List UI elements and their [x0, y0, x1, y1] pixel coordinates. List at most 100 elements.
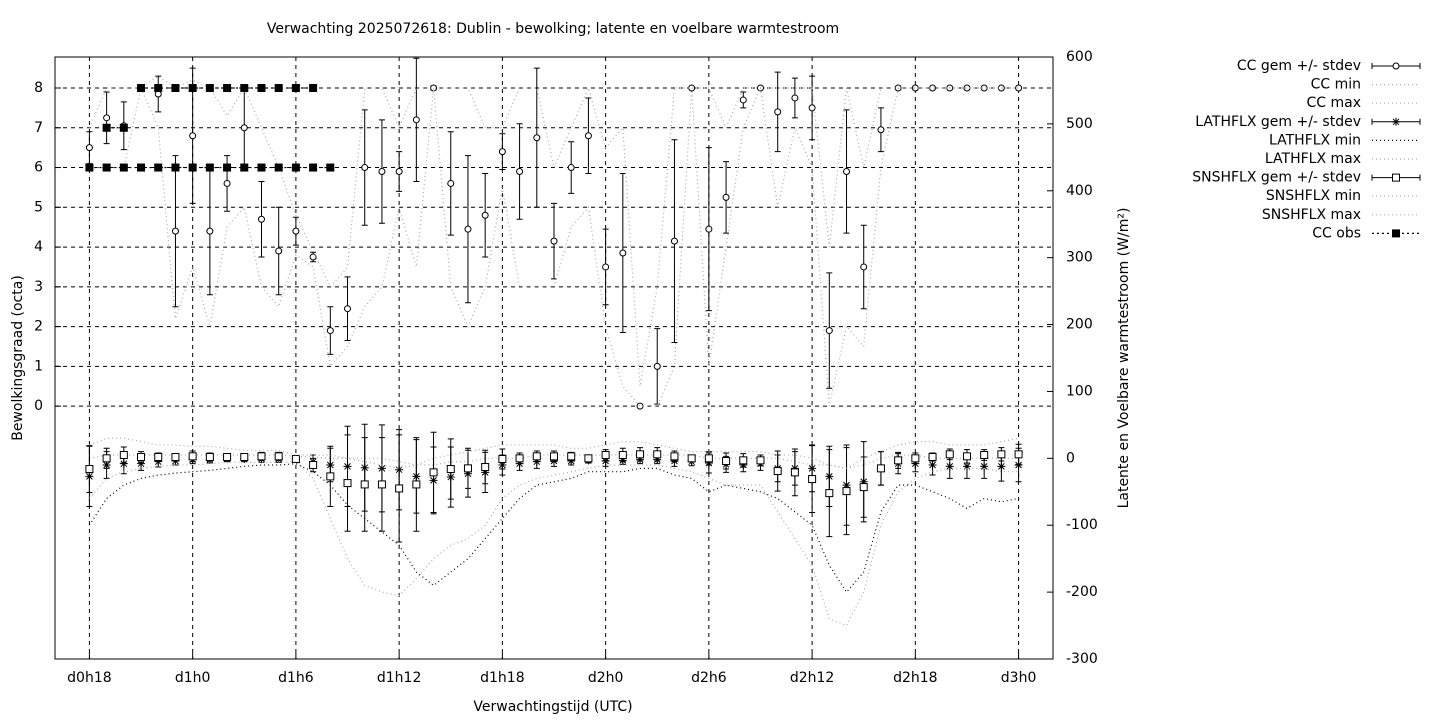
point	[344, 305, 352, 313]
point	[704, 454, 713, 463]
point	[498, 148, 506, 156]
point	[102, 123, 111, 132]
point	[670, 452, 679, 461]
legend-label: CC min	[1311, 77, 1361, 93]
point	[928, 461, 937, 470]
point	[171, 163, 180, 172]
point	[206, 227, 214, 235]
legend-label: LATHFLX min	[1269, 132, 1361, 148]
point	[791, 94, 799, 102]
point	[705, 225, 713, 233]
point	[843, 168, 851, 176]
point	[670, 237, 678, 245]
point	[189, 132, 197, 140]
y2-tick-label: -100	[1066, 517, 1098, 533]
point	[154, 452, 163, 461]
point	[309, 84, 318, 93]
point	[309, 461, 318, 470]
legend-label: LATHFLX max	[1265, 151, 1361, 167]
point	[997, 462, 1006, 471]
point	[291, 455, 300, 464]
point	[257, 215, 265, 223]
point	[85, 163, 94, 172]
point	[790, 468, 799, 477]
point	[859, 483, 868, 492]
y-tick-label: 3	[34, 279, 43, 295]
point	[653, 362, 661, 370]
point	[602, 263, 610, 271]
legend-label: SNSHFLX min	[1266, 188, 1361, 204]
x-tick-label: d2h6	[691, 670, 727, 686]
x-tick-label: d2h0	[588, 670, 624, 686]
point	[808, 475, 817, 484]
legend-label: SNSHFLX gem +/- stdev	[1192, 170, 1361, 186]
point	[223, 179, 231, 187]
point	[464, 225, 472, 233]
point	[343, 479, 352, 488]
point	[584, 454, 593, 463]
point	[291, 84, 300, 93]
point	[498, 455, 507, 464]
point	[188, 163, 197, 172]
point	[360, 480, 369, 489]
point	[257, 163, 266, 172]
y2-axis-label: Latente en Voelbare warmtestroom (W/m²)	[1116, 208, 1132, 509]
point	[309, 163, 318, 172]
point	[584, 132, 592, 140]
point	[274, 452, 283, 461]
point	[601, 457, 610, 466]
point	[326, 163, 335, 172]
point	[412, 116, 420, 124]
point	[653, 450, 662, 459]
point	[103, 114, 111, 122]
point	[378, 168, 386, 176]
legend-label: SNSHFLX max	[1262, 207, 1361, 223]
point	[636, 450, 645, 459]
point	[722, 457, 731, 466]
point	[945, 450, 954, 459]
point	[240, 163, 249, 172]
point	[257, 84, 266, 93]
point	[636, 402, 644, 410]
y2-tick-label: 100	[1066, 383, 1093, 399]
point	[825, 489, 834, 498]
point	[773, 467, 782, 476]
y-tick-label: 1	[34, 358, 43, 374]
point	[102, 454, 111, 463]
point	[515, 454, 524, 463]
point	[860, 263, 868, 271]
point	[980, 450, 989, 459]
point	[223, 84, 232, 93]
point	[774, 108, 782, 116]
point	[205, 163, 214, 172]
legend-marker	[1392, 229, 1400, 238]
point	[85, 144, 93, 152]
x-tick-label: d2h18	[893, 670, 937, 686]
y-tick-label: 2	[34, 319, 43, 335]
legend-label: CC max	[1306, 95, 1361, 111]
legend-label: LATHFLX gem +/- stdev	[1195, 114, 1361, 130]
point	[877, 126, 885, 134]
y2-tick-label: 500	[1066, 116, 1093, 132]
legend-label: CC obs	[1312, 225, 1361, 241]
point	[825, 327, 833, 335]
y-tick-label: 6	[34, 160, 43, 176]
legend-label: CC gem +/- stdev	[1237, 58, 1361, 74]
point	[119, 450, 128, 459]
point	[463, 464, 472, 473]
point	[102, 163, 111, 172]
point	[292, 227, 300, 235]
point	[481, 463, 490, 472]
plot-area	[55, 56, 1053, 660]
point	[532, 452, 541, 461]
point	[361, 164, 369, 172]
point	[171, 452, 180, 461]
point	[756, 456, 765, 465]
chart-title: Verwachting 2025072618: Dublin - bewolki…	[267, 21, 839, 37]
point	[137, 163, 146, 172]
point	[274, 163, 283, 172]
y-tick-label: 0	[34, 398, 43, 414]
point	[894, 456, 903, 465]
point	[137, 452, 146, 461]
